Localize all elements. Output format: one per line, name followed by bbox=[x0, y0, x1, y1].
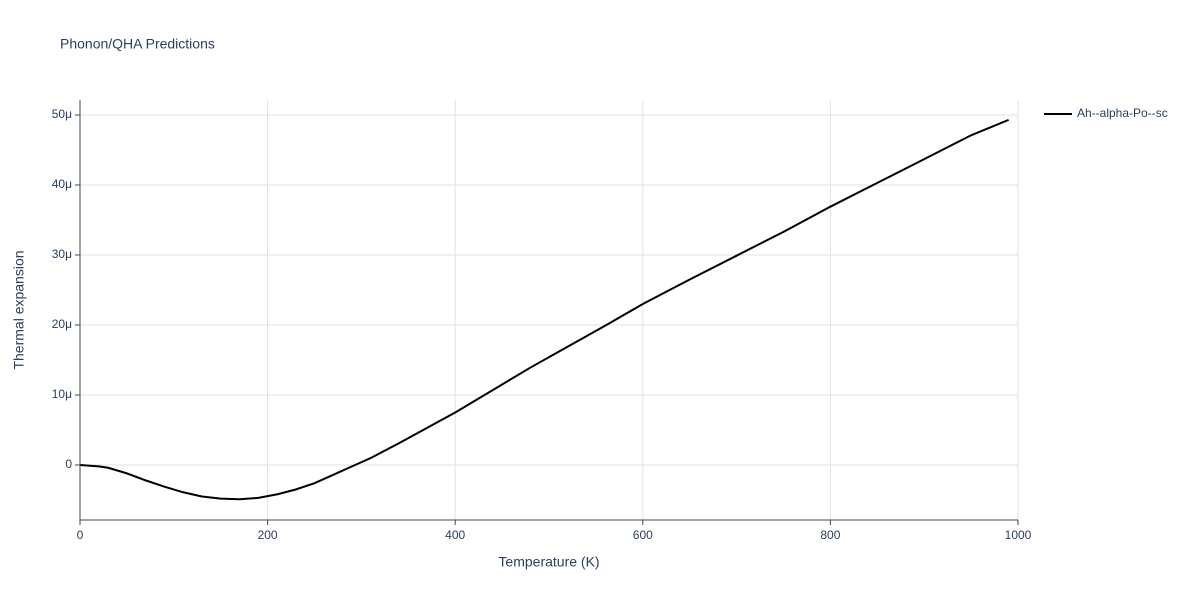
y-tick-label: 50μ bbox=[52, 107, 72, 121]
grid bbox=[79, 100, 1019, 520]
x-tick-label: 400 bbox=[445, 528, 465, 542]
x-tick-label: 800 bbox=[820, 528, 840, 542]
plot bbox=[79, 118, 1009, 501]
x-tick-label: 1000 bbox=[1005, 528, 1032, 542]
legend-label: Ah--alpha-Po--sc bbox=[1077, 106, 1168, 120]
y-tick-label: 10μ bbox=[52, 387, 72, 401]
y-tick-label: 20μ bbox=[52, 317, 72, 331]
x-tick-label: 600 bbox=[633, 528, 653, 542]
y-axis-label: Thermal expansion bbox=[11, 250, 27, 369]
line-series bbox=[79, 118, 1009, 501]
x-tick-label: 200 bbox=[258, 528, 278, 542]
x-tick-label: 0 bbox=[77, 528, 84, 542]
y-tick-label: 0 bbox=[65, 457, 72, 471]
y-tick-label: 30μ bbox=[52, 247, 72, 261]
x-axis-label: Temperature (K) bbox=[498, 554, 599, 570]
chart-title: Phonon/QHA Predictions bbox=[60, 36, 215, 52]
y-tick-label: 40μ bbox=[52, 177, 72, 191]
